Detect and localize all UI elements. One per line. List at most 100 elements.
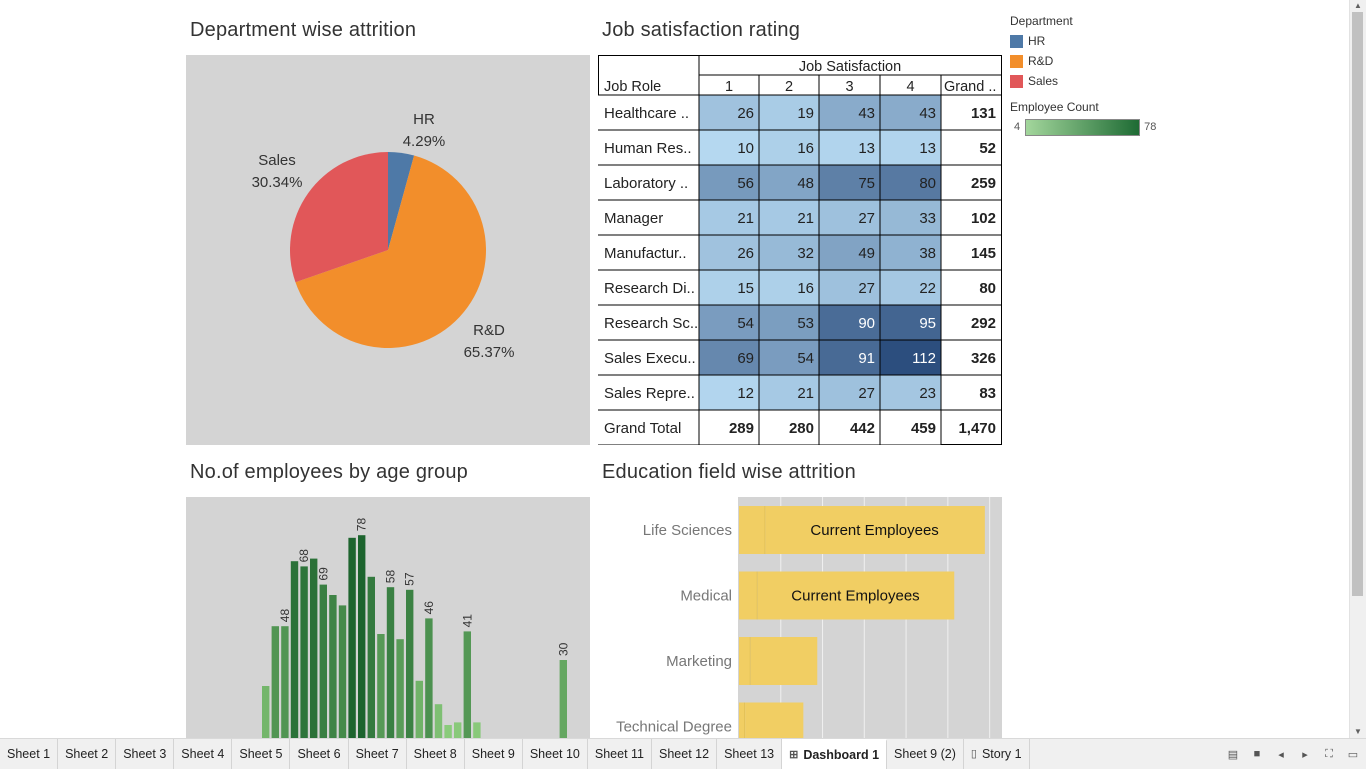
heatmap-cell[interactable] (819, 270, 880, 305)
heatmap-cell[interactable] (699, 340, 759, 375)
education-bar-current[interactable] (750, 637, 818, 685)
heatmap-cell[interactable] (880, 235, 941, 270)
age-bar[interactable] (300, 566, 308, 738)
heatmap-cell[interactable] (819, 305, 880, 340)
heatmap-cell[interactable] (880, 130, 941, 165)
tab-sheet-10[interactable]: Sheet 10 (523, 739, 588, 769)
age-bar[interactable] (406, 589, 414, 738)
age-bar[interactable] (310, 558, 318, 738)
heatmap-cell[interactable] (699, 130, 759, 165)
age-bar[interactable] (434, 704, 443, 738)
pie-slice-rd[interactable] (295, 155, 486, 349)
heatmap-cell[interactable] (819, 95, 880, 130)
age-bar[interactable] (271, 626, 279, 738)
heatmap-cell[interactable] (819, 375, 880, 410)
filmstrip-icon[interactable]: ■ (1253, 748, 1261, 760)
tab-sheet-6[interactable]: Sheet 6 (290, 739, 349, 769)
education-bar-current[interactable] (745, 702, 804, 751)
age-bar[interactable] (348, 537, 356, 738)
pie-slice-hr[interactable] (388, 152, 415, 250)
heatmap-cell[interactable] (759, 305, 819, 340)
fullscreen-icon[interactable]: ⛶ (1325, 747, 1333, 760)
age-bar[interactable] (329, 595, 337, 738)
education-bar-current[interactable] (765, 506, 985, 554)
education-bar-chart[interactable]: Life Sciences Current Employees Medical Cur… (598, 497, 1002, 751)
heatmap-cell[interactable] (699, 375, 759, 410)
education-bar-attrition[interactable] (739, 637, 751, 685)
heatmap-cell[interactable] (759, 95, 819, 130)
tab-sheet-11[interactable]: Sheet 11 (588, 739, 653, 769)
age-bar[interactable] (319, 584, 327, 738)
age-bar[interactable] (463, 631, 471, 738)
age-bar[interactable] (425, 618, 433, 738)
vertical-scrollbar[interactable]: ▲ ▼ (1349, 0, 1366, 738)
education-bar-current[interactable] (757, 571, 955, 620)
next-arrow-icon[interactable]: ▸ (1302, 748, 1308, 761)
heatmap-cell[interactable] (759, 410, 819, 445)
age-bar[interactable] (559, 660, 567, 738)
heatmap-cell[interactable] (880, 375, 941, 410)
education-bar-attrition[interactable] (739, 506, 765, 554)
heatmap-cell[interactable] (880, 410, 941, 445)
heatmap-cell[interactable] (819, 200, 880, 235)
age-bar[interactable] (454, 722, 462, 738)
scroll-thumb[interactable] (1352, 12, 1363, 596)
heatmap-cell[interactable] (759, 165, 819, 200)
heatmap-cell[interactable] (819, 340, 880, 375)
legend-item-sales[interactable]: Sales (1010, 71, 1073, 91)
age-bar[interactable] (262, 686, 270, 738)
tab-story-1[interactable]: ▯ Story 1 (964, 739, 1030, 769)
heatmap-cell[interactable] (819, 235, 880, 270)
heatmap-cell[interactable] (880, 340, 941, 375)
heatmap-cell[interactable] (699, 410, 759, 445)
heatmap-cell[interactable] (759, 270, 819, 305)
age-bar-chart[interactable]: 48 68 69 78 58 57 46 41 30 (186, 497, 590, 738)
pie-slice-sales[interactable] (290, 152, 388, 283)
heatmap-cell[interactable] (759, 200, 819, 235)
age-bar[interactable] (290, 561, 299, 738)
heatmap-cell[interactable] (819, 410, 880, 445)
tab-sheet-3[interactable]: Sheet 3 (116, 739, 175, 769)
heatmap-cell[interactable] (880, 95, 941, 130)
tab-sheet-8[interactable]: Sheet 8 (407, 739, 465, 769)
heatmap-cell[interactable] (880, 165, 941, 200)
age-bar[interactable] (396, 639, 404, 738)
tab-sheet-2[interactable]: Sheet 2 (58, 739, 117, 769)
tab-dashboard-1[interactable]: ⊞ Dashboard 1 (782, 739, 888, 769)
tab-sheet-13[interactable]: Sheet 13 (717, 739, 783, 769)
sheet-sorter-icon[interactable]: ▤ (1227, 748, 1239, 761)
heatmap-cell[interactable] (880, 305, 941, 340)
heatmap-cell[interactable] (819, 165, 880, 200)
pie-chart[interactable]: HR 4.29% R&D 65.37% Sales 30.34% (186, 55, 590, 445)
tab-sheet-1[interactable]: Sheet 1 (0, 739, 59, 769)
tab-sheet-9[interactable]: Sheet 9 (465, 739, 523, 769)
heatmap-cell[interactable] (699, 95, 759, 130)
scroll-up-icon[interactable]: ▲ (1354, 1, 1362, 10)
age-bar[interactable] (338, 605, 347, 738)
present-icon[interactable]: ▭ (1347, 748, 1359, 761)
heatmap-cell[interactable] (699, 235, 759, 270)
legend-item-hr[interactable]: HR (1010, 31, 1073, 51)
tab-sheet-7[interactable]: Sheet 7 (349, 739, 407, 769)
previous-arrow-icon[interactable]: ◂ (1278, 748, 1284, 761)
heatmap-cell[interactable] (880, 270, 941, 305)
tab-sheet-9-2[interactable]: Sheet 9 (2) (887, 739, 964, 769)
age-bar[interactable] (444, 725, 452, 738)
tab-sheet-12[interactable]: Sheet 12 (652, 739, 718, 769)
age-bar[interactable] (358, 535, 366, 738)
heatmap-cell[interactable] (759, 340, 819, 375)
scroll-down-icon[interactable]: ▼ (1354, 727, 1362, 736)
age-bar[interactable] (386, 587, 395, 738)
heatmap-cell[interactable] (699, 305, 759, 340)
legend-item-rd[interactable]: R&D (1010, 51, 1073, 71)
heatmap-cell[interactable] (699, 270, 759, 305)
education-bar-attrition[interactable] (739, 571, 758, 620)
age-bar[interactable] (473, 722, 481, 738)
heatmap-cell[interactable] (880, 200, 941, 235)
heatmap-cell[interactable] (759, 375, 819, 410)
tab-sheet-4[interactable]: Sheet 4 (174, 739, 233, 769)
heatmap-cell[interactable] (699, 200, 759, 235)
education-bar-attrition[interactable] (739, 702, 745, 751)
age-bar[interactable] (367, 576, 375, 738)
heatmap-cell[interactable] (759, 235, 819, 270)
